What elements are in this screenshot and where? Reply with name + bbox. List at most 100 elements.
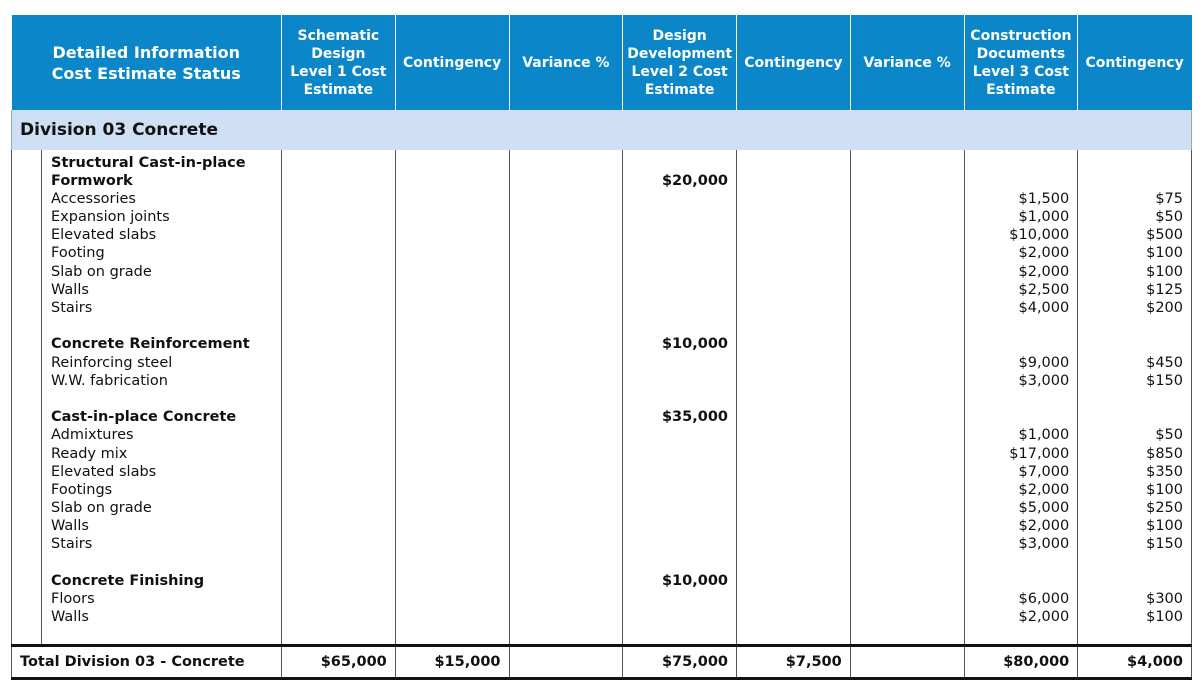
line-item-name: Stairs <box>51 300 93 316</box>
line-item-contingency3: $150 <box>1146 536 1183 553</box>
line-item-contingency3: $75 <box>1155 190 1183 207</box>
cost-estimate-table: Detailed Information Cost Estimate Status… <box>11 15 1192 681</box>
line-item-level3: $2,000 <box>1018 263 1070 280</box>
line-item-level3: $1,000 <box>1018 209 1070 226</box>
line-item-name: Walls <box>51 518 89 535</box>
line-item-contingency3: $50 <box>1155 209 1183 226</box>
spacer-line <box>623 281 728 299</box>
level1-column <box>281 149 396 646</box>
line-item-name: Elevated slabs <box>51 227 157 244</box>
line-item-contingency3: $450 <box>1146 354 1183 371</box>
group-title: Formwork <box>51 172 133 189</box>
spacer-line <box>965 554 1070 572</box>
line-item-contingency3: $500 <box>1146 227 1183 244</box>
spacer-line <box>623 208 728 226</box>
contingency2-column <box>736 149 851 646</box>
header-detailed-information: Detailed Information Cost Estimate Status <box>11 15 282 110</box>
line-item-level3: $1,000 <box>1018 427 1070 444</box>
spacer-line <box>623 554 728 572</box>
group-title: Concrete Finishing <box>51 572 205 589</box>
header-row: Detailed Information Cost Estimate Status… <box>11 15 1192 110</box>
spacer-line <box>623 226 728 244</box>
spacer-line <box>1078 154 1183 172</box>
header-line: Schematic <box>297 27 380 44</box>
line-item-name: Footings <box>51 481 113 498</box>
line-item-contingency3: $150 <box>1146 372 1183 389</box>
header-level2-estimate: Design Development Level 2 Cost Estimate <box>622 15 737 110</box>
total-level1: $65,000 <box>281 644 396 681</box>
header-line: Documents <box>976 45 1066 62</box>
header-variance-2: Variance % <box>850 15 965 110</box>
line-item-name: Reinforcing steel <box>51 354 173 371</box>
line-item-contingency3: $100 <box>1146 609 1183 626</box>
line-item-level3: $9,000 <box>1018 354 1070 371</box>
variance1-column <box>508 149 624 646</box>
division-row: Division 03 Concrete <box>11 109 1192 150</box>
spacer-line <box>965 154 1070 172</box>
header-line: Estimate <box>986 81 1056 98</box>
line-item-level3: $10,000 <box>1009 227 1070 244</box>
header-level1-estimate: Schematic Design Level 1 Cost Estimate <box>281 15 396 110</box>
group-level2-value: $10,000 <box>661 336 728 353</box>
spacer-line <box>623 535 728 553</box>
total-variance1 <box>508 644 624 681</box>
spacer-line <box>623 608 728 626</box>
header-line: Development <box>627 45 733 62</box>
spacer-line <box>623 299 728 317</box>
level3-column: $1,500 $1,000 $10,000 $2,000 $2,000 $2,500 $4,… <box>963 149 1079 646</box>
line-item-contingency3: $250 <box>1146 500 1183 517</box>
line-item-name: Slab on grade <box>51 263 152 280</box>
spacer-line <box>51 390 250 408</box>
header-contingency-2: Contingency <box>736 15 851 110</box>
line-item-name: Walls <box>51 281 89 298</box>
spacer-line <box>623 190 728 208</box>
group-title: Cast-in-place Concrete <box>51 409 237 426</box>
group-title: Concrete Reinforcement <box>51 336 250 353</box>
contingency1-column <box>394 149 510 646</box>
line-item-name: Footing <box>51 245 105 262</box>
line-item-level3: $4,000 <box>1018 300 1070 316</box>
spacer-line <box>1078 390 1183 408</box>
line-item-level3: $3,000 <box>1018 536 1070 553</box>
header-line: Level 3 Cost <box>972 63 1069 80</box>
spacer-line <box>1078 554 1183 572</box>
header-line: Construction <box>970 27 1072 44</box>
line-item-name: Walls <box>51 609 89 626</box>
total-level2: $75,000 <box>622 644 737 681</box>
line-item-level3: $3,000 <box>1018 372 1070 389</box>
line-item-contingency3: $125 <box>1146 281 1183 298</box>
header-line: Estimate <box>303 81 374 98</box>
line-item-name: Slab on grade <box>51 500 152 517</box>
spacer-line <box>965 390 1070 408</box>
header-line: Design <box>652 27 707 44</box>
spacer-line <box>623 426 728 444</box>
line-item-level3: $7,000 <box>1018 463 1070 480</box>
total-row: Total Division 03 - Concrete $65,000 $15… <box>11 644 1192 681</box>
line-item-contingency3: $50 <box>1155 427 1183 444</box>
line-item-contingency3: $100 <box>1146 245 1183 262</box>
spacer-line <box>623 590 728 608</box>
spacer-line <box>623 244 728 262</box>
line-item-name: Ready mix <box>51 445 128 462</box>
group-title: Structural Cast-in-place <box>51 154 246 171</box>
line-item-name: Floors <box>51 591 95 607</box>
header-variance-1: Variance % <box>509 15 624 110</box>
line-item-level3: $2,000 <box>1018 481 1070 498</box>
total-contingency2: $7,500 <box>736 644 851 681</box>
spacer-line <box>623 317 728 335</box>
header-level3-estimate: Construction Documents Level 3 Cost Estimat… <box>964 15 1079 110</box>
group-level2-value: $10,000 <box>661 572 728 589</box>
spacer-line <box>623 463 728 481</box>
spacer-line <box>1078 572 1183 590</box>
total-contingency1: $15,000 <box>394 644 510 681</box>
line-item-level3: $17,000 <box>1009 445 1070 462</box>
line-item-level3: $2,000 <box>1018 609 1070 626</box>
spacer-line <box>623 154 728 172</box>
line-items-row: Structural Cast-in-place Formwork Accessor… <box>11 149 1192 646</box>
line-item-contingency3: $200 <box>1146 300 1183 316</box>
header-line: Level 2 Cost <box>631 63 728 80</box>
group-level2-value: $35,000 <box>661 409 728 426</box>
spacer-line <box>51 554 250 572</box>
contingency3-column: $75 $50 $500 $100 $100 $125 $200 $450 $150 $50 $85… <box>1077 149 1192 646</box>
spacer-line <box>623 517 728 535</box>
